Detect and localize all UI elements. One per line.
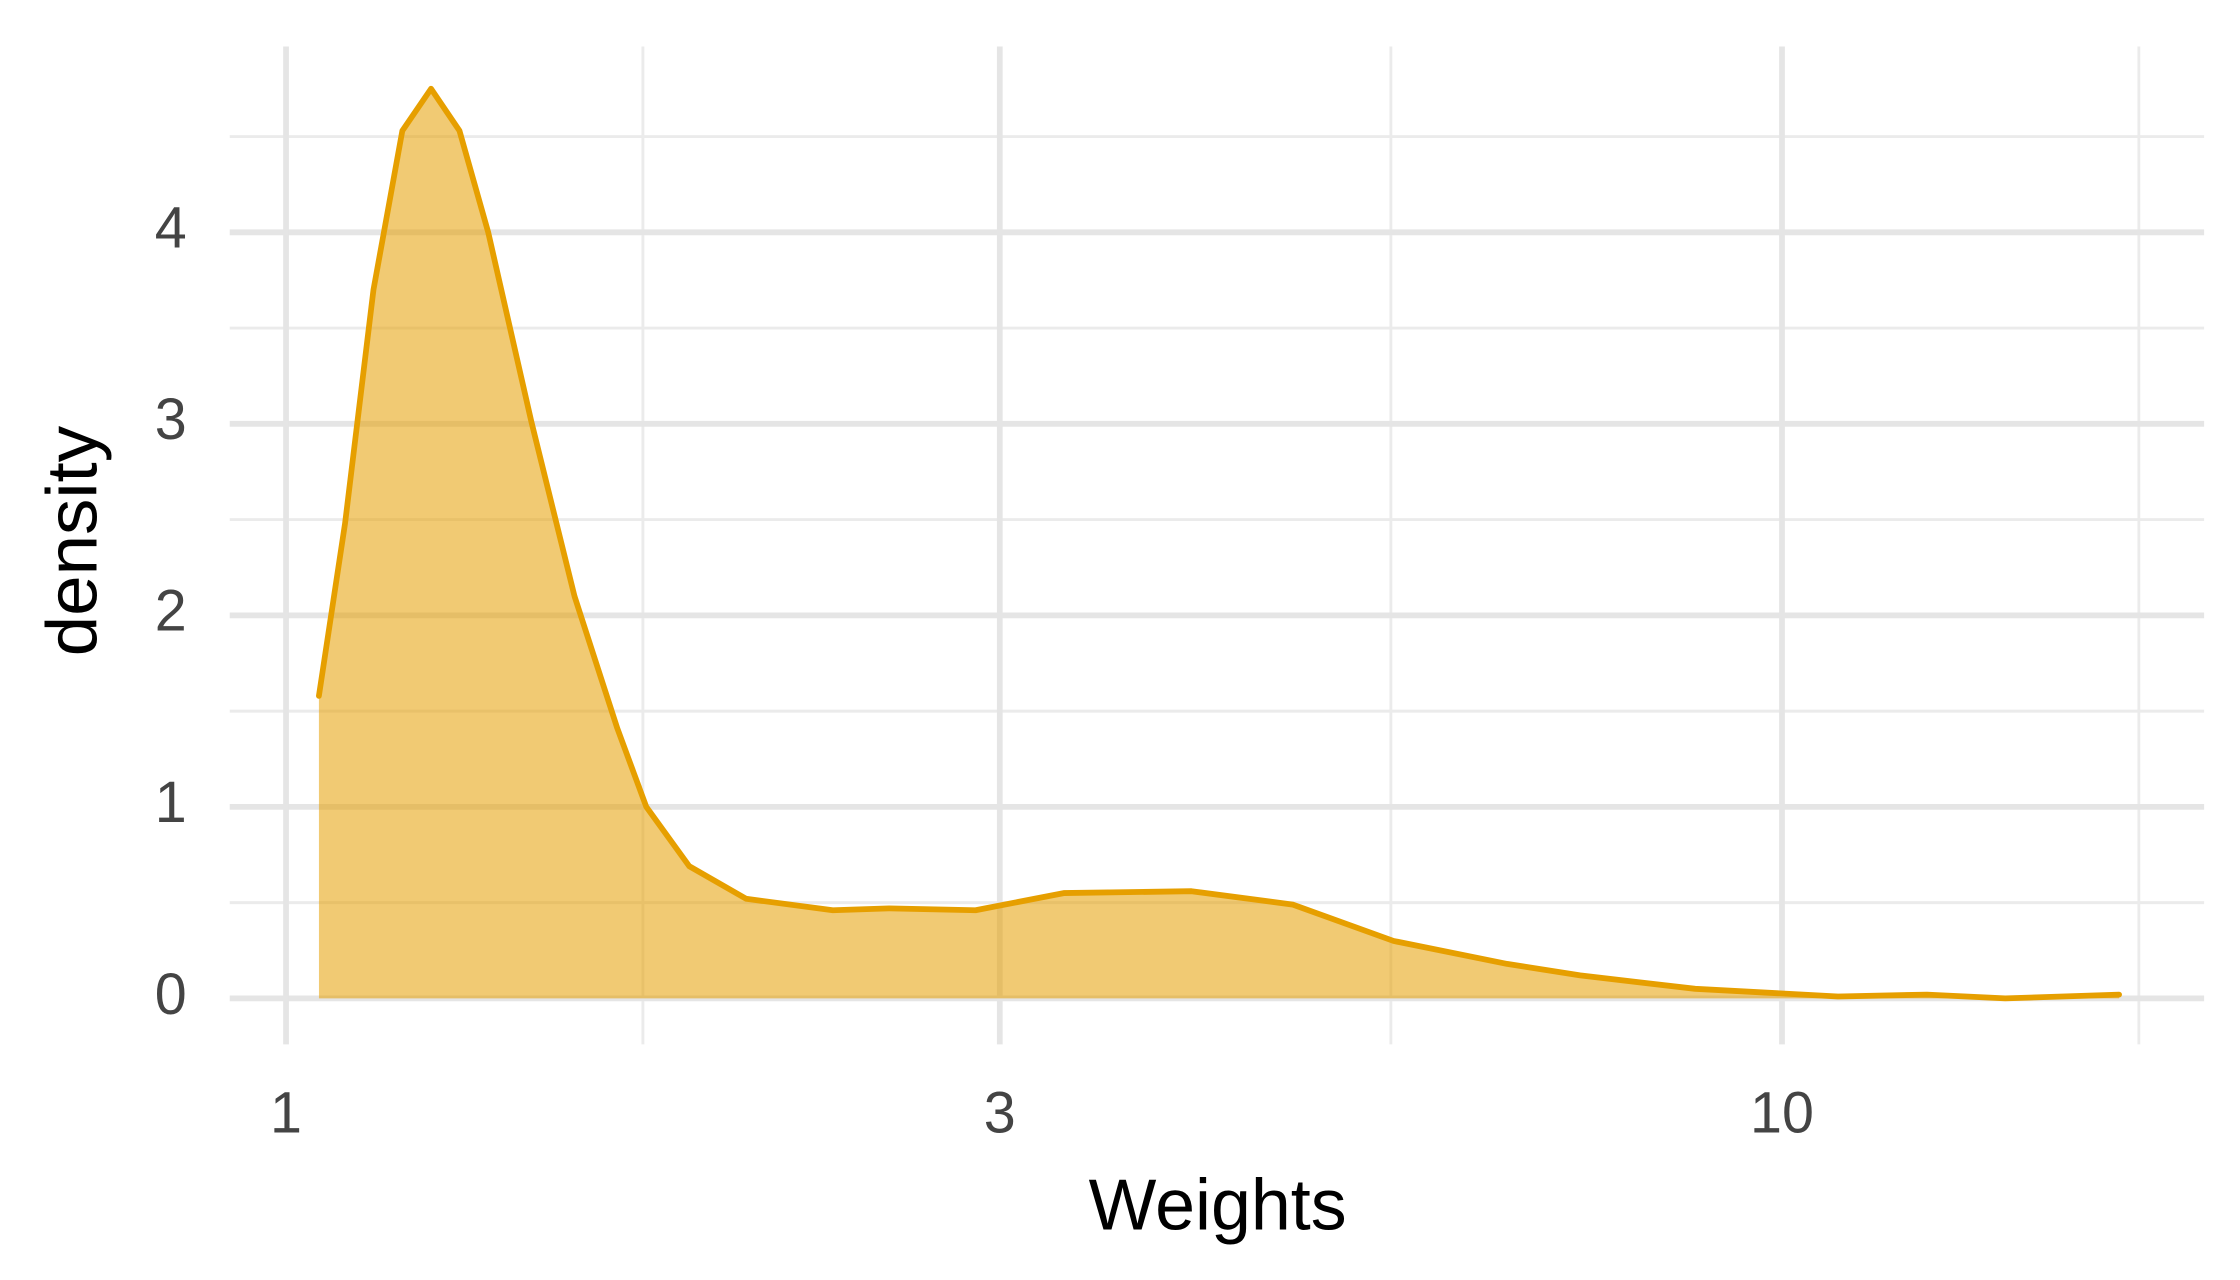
y-tick-label: 2 [155,579,187,643]
density-area [318,88,2120,999]
x-tick-label: 3 [984,1081,1016,1145]
y-tick-label: 0 [155,962,187,1026]
density-line [316,85,2122,1002]
x-tick-label: 1 [270,1081,302,1145]
marks [316,85,2122,1002]
y-tick-label: 1 [155,771,187,835]
x-axis-title: Weights [1089,1165,1347,1246]
y-axis-title: density [33,426,112,656]
y-tick-label: 3 [155,388,187,452]
y-tick-label: 4 [155,196,187,260]
x-tick-label: 10 [1750,1081,1814,1145]
